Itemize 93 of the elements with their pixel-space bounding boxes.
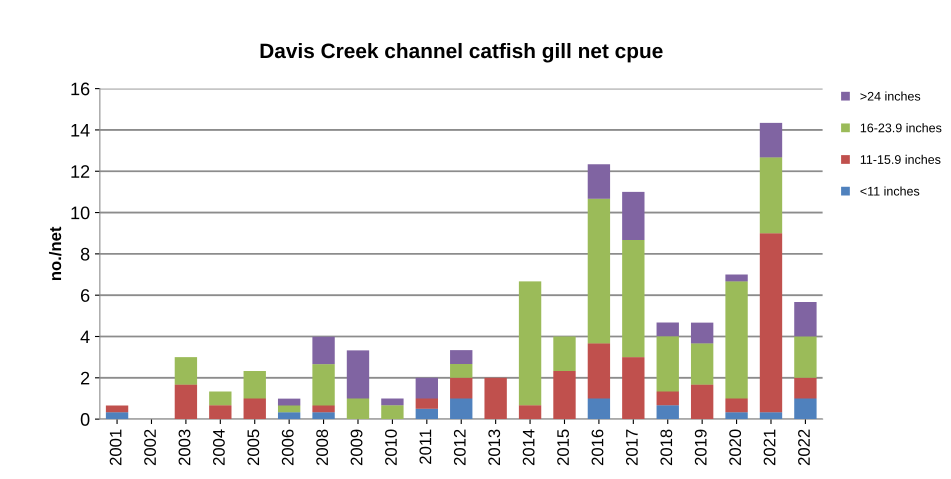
bar: [518, 405, 542, 420]
bar: [450, 350, 472, 364]
y-tick-label: 14: [71, 124, 90, 136]
y-tick-label: 4: [80, 330, 90, 344]
bar: [518, 281, 542, 406]
x-tick-label: 2017: [626, 430, 638, 466]
bar: [312, 336, 335, 364]
x-tick-label: 2020: [729, 429, 742, 466]
bar: [690, 322, 714, 344]
bar: [656, 336, 679, 392]
bar: [725, 281, 748, 398]
x-tick-label: 2001: [110, 430, 122, 466]
bar: [346, 350, 370, 398]
bar: [450, 398, 472, 420]
bar: [553, 336, 576, 371]
bar: [588, 343, 610, 398]
bar: [656, 322, 679, 336]
bar: [416, 378, 438, 398]
bar: [622, 192, 645, 240]
x-tick-label: 2014: [522, 429, 535, 466]
legend-label: 11-15.9 inches: [860, 154, 940, 164]
chart-title: Davis Creek channel catfish gill net cpue: [260, 42, 663, 62]
bar: [760, 122, 782, 158]
x-tick-label: 2009: [350, 430, 362, 466]
legend-label: >24 inches: [860, 91, 920, 101]
bar: [588, 164, 610, 199]
y-tick-label: 10: [71, 206, 90, 220]
bar: [381, 398, 404, 406]
x-tick-label: 2010: [385, 429, 397, 466]
x-tick-label: 2012: [454, 430, 466, 466]
bar: [209, 405, 232, 420]
x-tick-label: 2005: [247, 430, 260, 466]
bar: [622, 357, 645, 420]
bar: [278, 405, 300, 412]
bar: [690, 384, 714, 420]
bar: [106, 405, 128, 412]
bar: [381, 405, 404, 420]
y-tick-label: 0: [80, 413, 90, 426]
bar: [725, 274, 748, 282]
y-tick-label: 16: [71, 82, 90, 96]
y-tick-label: 2: [81, 372, 90, 384]
x-tick-label: 2021: [764, 430, 776, 466]
y-tick-label: 6: [81, 289, 90, 302]
bar: [760, 157, 782, 234]
x-tick-label: 2013: [488, 430, 500, 466]
bar: [312, 405, 335, 412]
bar: [794, 398, 817, 420]
bar: [450, 364, 472, 378]
x-tick-label: 2019: [694, 430, 707, 466]
bar: [725, 398, 748, 412]
bar: [174, 357, 198, 385]
x-tick-label: 2008: [316, 430, 328, 466]
bar: [656, 405, 679, 420]
bar: [484, 378, 507, 420]
bar: [553, 370, 576, 420]
bar: [244, 398, 266, 420]
bar: [346, 398, 370, 420]
bar: [416, 398, 438, 409]
legend-label: 16-23.9 inches: [860, 123, 942, 132]
x-tick-label: 2011: [419, 430, 432, 464]
x-tick-label: 2006: [282, 430, 294, 466]
bar: [656, 391, 679, 406]
x-tick-label: 2003: [178, 430, 190, 466]
bar: [278, 412, 300, 420]
bar: [794, 378, 817, 398]
bar: [174, 384, 198, 420]
legend-label: <11 inches: [860, 186, 920, 196]
x-tick-label: 2004: [212, 429, 225, 466]
y-axis-title: no./net: [48, 226, 62, 280]
bar: [278, 398, 300, 406]
bar: [794, 302, 817, 336]
bar: [588, 398, 610, 420]
bar: [760, 233, 782, 412]
bar: [244, 370, 266, 398]
bar: [725, 412, 748, 420]
x-tick-label: 2018: [660, 430, 672, 466]
y-tick-label: 12: [71, 165, 90, 178]
bar: [588, 198, 610, 344]
bar: [794, 336, 817, 378]
bar: [690, 343, 714, 385]
bar: [209, 391, 232, 406]
x-tick-label: 2015: [557, 430, 569, 466]
bar: [622, 240, 645, 358]
bar: [312, 412, 335, 420]
y-tick-label: 8: [80, 248, 90, 261]
bar: [450, 378, 472, 398]
x-tick-label: 2016: [592, 430, 604, 466]
bar: [416, 408, 438, 420]
x-tick-label: 2022: [798, 430, 810, 466]
bar: [760, 412, 782, 420]
x-tick-label: 2002: [144, 430, 156, 466]
bar: [312, 364, 335, 406]
bar: [106, 412, 128, 420]
